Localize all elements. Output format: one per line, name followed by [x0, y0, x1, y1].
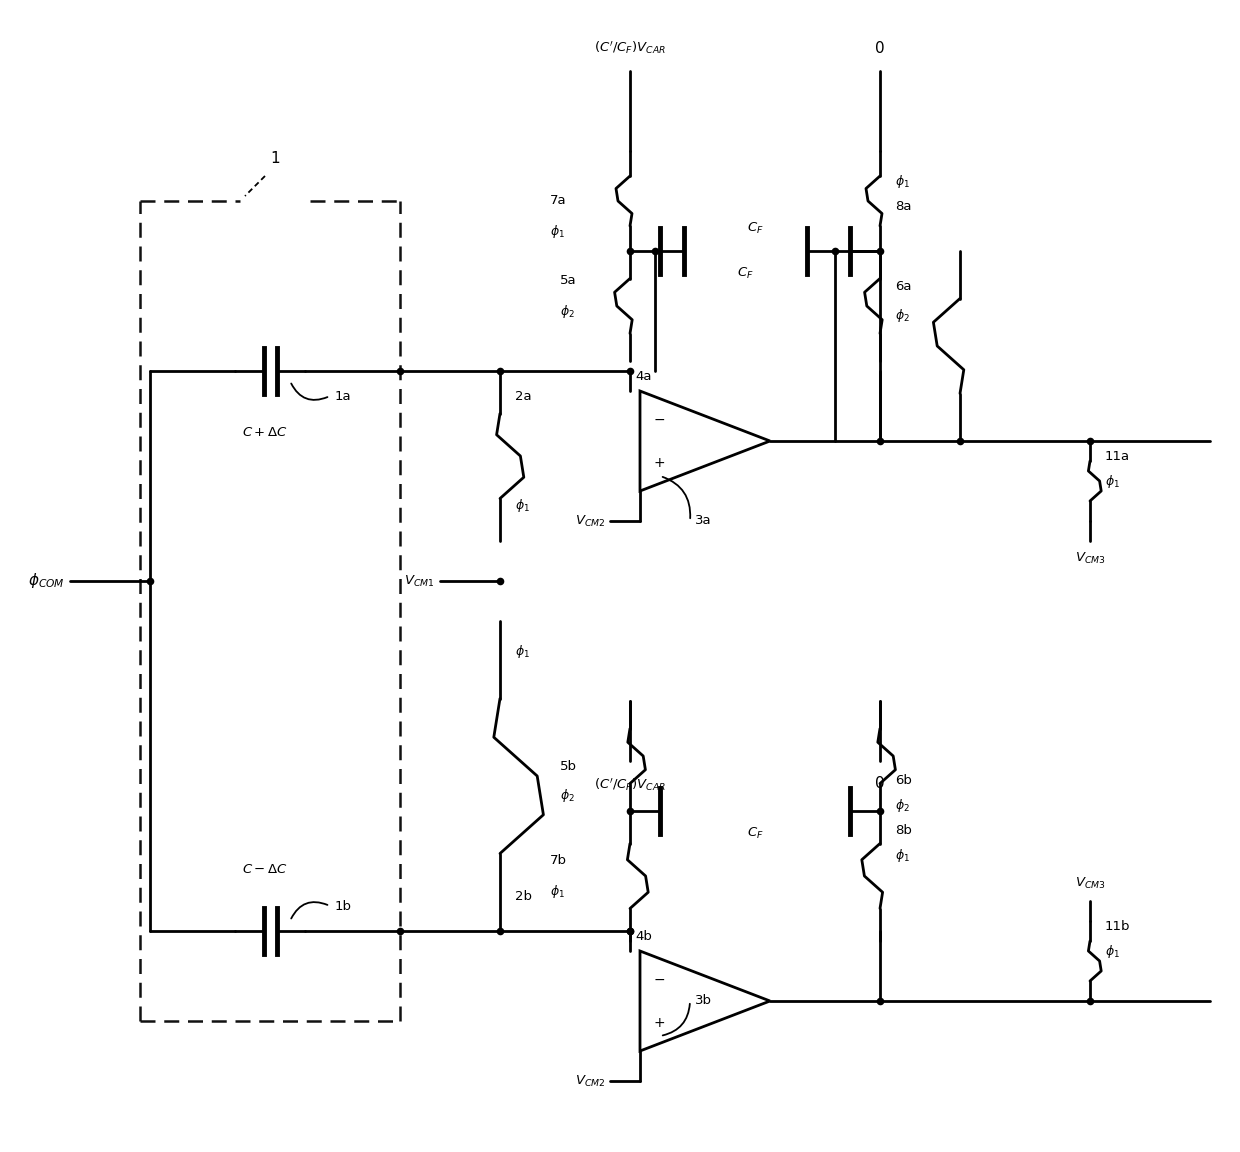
Text: $\phi_1$: $\phi_1$: [551, 882, 565, 900]
Text: $C+\Delta C$: $C+\Delta C$: [242, 426, 288, 439]
Text: 7b: 7b: [551, 855, 567, 867]
Text: 0: 0: [875, 41, 885, 56]
Text: 6b: 6b: [895, 774, 911, 788]
Text: $V_{CM2}$: $V_{CM2}$: [574, 1074, 605, 1089]
Text: $V_{CM3}$: $V_{CM3}$: [1075, 876, 1105, 890]
Text: 4a: 4a: [635, 370, 651, 382]
Text: $+$: $+$: [653, 1016, 665, 1030]
Text: 8b: 8b: [895, 825, 911, 838]
Text: 2b: 2b: [515, 889, 532, 902]
Text: 1: 1: [270, 151, 280, 166]
Text: 5a: 5a: [560, 274, 577, 288]
Text: $-$: $-$: [653, 972, 665, 986]
Text: $-$: $-$: [653, 412, 665, 426]
Text: $C_F$: $C_F$: [746, 826, 764, 841]
Text: 11a: 11a: [1105, 449, 1130, 462]
Text: 5b: 5b: [560, 759, 577, 773]
Text: $V_{CM2}$: $V_{CM2}$: [574, 514, 605, 529]
Text: $\phi_1$: $\phi_1$: [1105, 472, 1120, 490]
Text: 4b: 4b: [635, 930, 652, 942]
Text: 6a: 6a: [895, 280, 911, 293]
Text: $(C^\prime/C_F)V_{CAR}$: $(C^\prime/C_F)V_{CAR}$: [594, 39, 666, 56]
Text: 8a: 8a: [895, 199, 911, 212]
Text: $\phi_2$: $\phi_2$: [560, 303, 575, 319]
Text: $\phi_1$: $\phi_1$: [895, 848, 910, 864]
Text: 0: 0: [875, 776, 885, 791]
Text: 3a: 3a: [694, 515, 712, 528]
Text: 1b: 1b: [335, 900, 352, 912]
Text: 7a: 7a: [551, 195, 567, 207]
Text: $V_{CM1}$: $V_{CM1}$: [404, 574, 435, 589]
Text: $\phi_2$: $\phi_2$: [895, 308, 910, 325]
Text: $V_{CM3}$: $V_{CM3}$: [1075, 551, 1105, 566]
Text: $\phi_1$: $\phi_1$: [515, 498, 529, 515]
Text: $\phi_1$: $\phi_1$: [1105, 942, 1120, 960]
Text: $C_F$: $C_F$: [746, 221, 764, 236]
Text: 1a: 1a: [335, 389, 352, 402]
Text: $\phi_1$: $\phi_1$: [551, 222, 565, 240]
Text: $(C^\prime/C_F)V_{CAR}$: $(C^\prime/C_F)V_{CAR}$: [594, 776, 666, 793]
Text: $\phi_1$: $\phi_1$: [515, 643, 529, 659]
Text: $+$: $+$: [653, 456, 665, 470]
Text: $C_F$: $C_F$: [737, 266, 754, 281]
Text: 3b: 3b: [694, 994, 712, 1008]
Text: $\phi_2$: $\phi_2$: [560, 788, 575, 804]
Text: 11b: 11b: [1105, 919, 1131, 932]
Text: $\phi_1$: $\phi_1$: [895, 173, 910, 189]
Text: $\phi_{COM}$: $\phi_{COM}$: [29, 571, 64, 591]
Text: $C-\Delta C$: $C-\Delta C$: [242, 863, 288, 876]
Text: 2a: 2a: [515, 389, 532, 402]
Text: $\phi_2$: $\phi_2$: [895, 797, 910, 814]
